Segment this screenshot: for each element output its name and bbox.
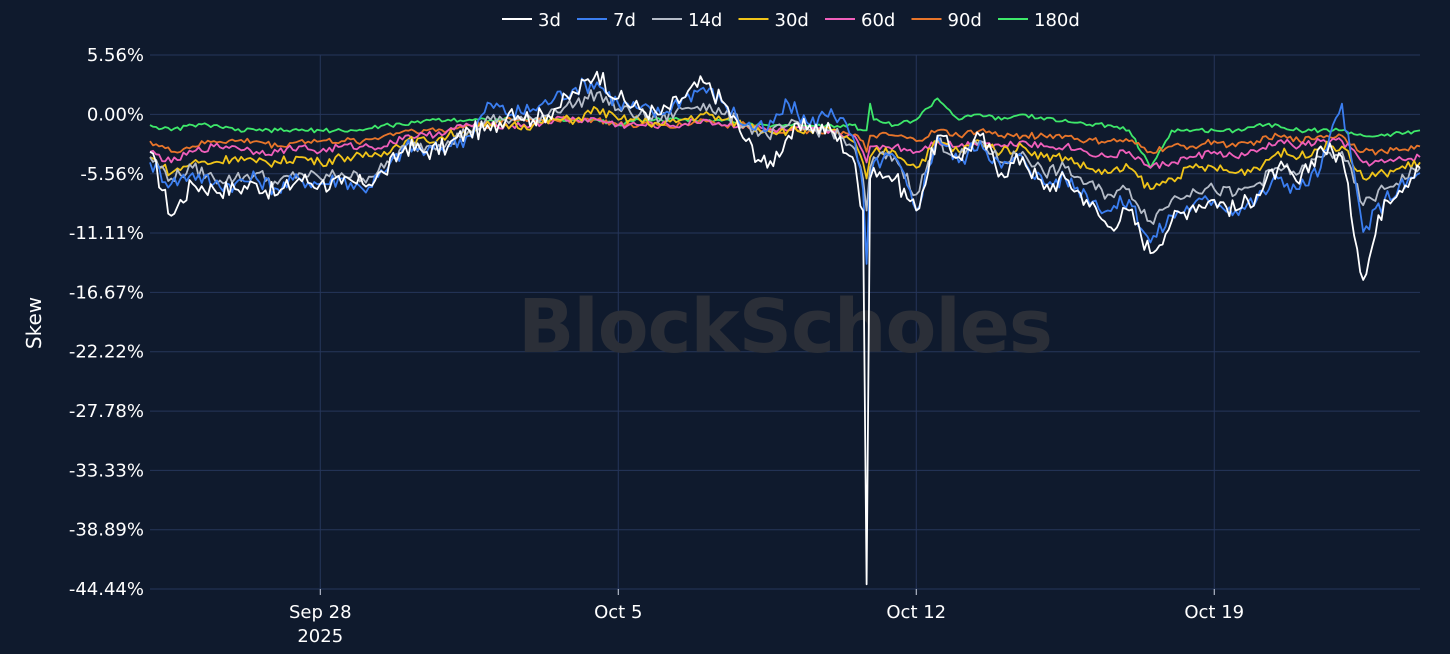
y-tick-label: -22.22%	[69, 342, 144, 363]
legend-label: 7d	[613, 10, 636, 31]
legend-item-3d[interactable]: 3d	[502, 10, 561, 31]
legend-label: 3d	[538, 10, 561, 31]
y-tick-label: -16.67%	[69, 282, 144, 303]
y-tick-label: -38.89%	[69, 520, 144, 541]
y-tick-label: 5.56%	[87, 45, 144, 66]
watermark: BlockScholes	[518, 284, 1052, 370]
y-tick-label: -33.33%	[69, 460, 144, 481]
legend-label: 60d	[861, 10, 895, 31]
series-line-60d	[149, 115, 1421, 169]
x-tick-label: Oct 19	[1184, 602, 1244, 623]
y-axis: 5.56% 0.00% -5.56% -11.11% -16.67% -22.22% -27…	[69, 45, 144, 600]
legend-item-7d[interactable]: 7d	[577, 10, 636, 31]
x-tick-sublabel: 2025	[297, 626, 343, 647]
legend[interactable]: 3d 7d 14d 30d 60d 90d 180d	[502, 10, 1080, 31]
y-axis-label: Skew	[22, 297, 46, 349]
legend-label: 30d	[775, 10, 809, 31]
legend-item-30d[interactable]: 30d	[738, 10, 809, 31]
series-line-3d	[149, 70, 1421, 586]
series-line-30d	[149, 106, 1421, 190]
y-tick-label: 0.00%	[87, 104, 144, 125]
legend-label: 90d	[948, 10, 982, 31]
y-tick-label: -27.78%	[69, 401, 144, 422]
x-tick-label: Sep 28	[289, 602, 352, 623]
x-axis: Sep 28 2025 Oct 5 Oct 12 Oct 19	[289, 589, 1244, 647]
x-tick-label: Oct 12	[886, 602, 946, 623]
y-tick-label: -44.44%	[69, 579, 144, 600]
series-line-180d	[149, 97, 1421, 169]
legend-label: 180d	[1034, 10, 1080, 31]
legend-item-180d[interactable]: 180d	[998, 10, 1080, 31]
y-tick-label: -5.56%	[80, 164, 144, 185]
x-tick-label: Oct 5	[594, 602, 642, 623]
legend-item-90d[interactable]: 90d	[911, 10, 982, 31]
grid-layer	[150, 54, 1420, 590]
legend-item-60d[interactable]: 60d	[825, 10, 895, 31]
series-layer	[149, 70, 1421, 586]
legend-item-14d[interactable]: 14d	[652, 10, 722, 31]
y-tick-label: -11.11%	[69, 223, 144, 244]
legend-label: 14d	[688, 10, 722, 31]
